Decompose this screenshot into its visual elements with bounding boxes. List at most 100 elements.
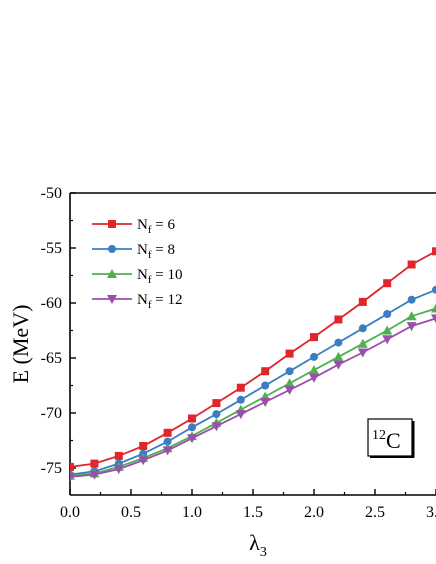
legend-label-base: N (137, 267, 148, 283)
series-0-point (285, 349, 294, 358)
ticks-layer: 0.0 0.5 1.0 1.5 2.0 2.5 3.0 -75 -70 -65 -60 -55 -50 (41, 185, 436, 521)
legend-marker-0 (108, 220, 116, 228)
series-line-2 (70, 307, 436, 477)
series-0-point (358, 297, 367, 306)
legend-marker-1 (108, 245, 116, 253)
series-0-point (310, 333, 318, 342)
x-tick-label: 2.5 (365, 504, 385, 521)
series-0-point (407, 260, 416, 269)
x-axis-title-sub: 3 (260, 545, 267, 560)
series-0-point (70, 462, 74, 471)
series-1-point (261, 381, 270, 390)
y-tick-label: -65 (41, 350, 62, 367)
series-3-point (113, 465, 124, 475)
x-tick-label: 3.0 (426, 504, 436, 521)
series-1-point (236, 395, 245, 404)
series-0-point (261, 367, 270, 376)
series-1-point (310, 352, 318, 361)
series-3-point (89, 470, 100, 480)
series-2-point (406, 311, 417, 321)
x-tick-label: 0.5 (121, 504, 141, 521)
x-axis-title: λ3 (249, 530, 267, 560)
annotation-main: C (386, 428, 401, 453)
x-axis-title-base: λ (249, 530, 260, 555)
series-0-point (334, 315, 343, 324)
series-0-point (432, 247, 436, 256)
series-3-point (309, 373, 319, 383)
y-tick-label: -55 (41, 240, 62, 257)
y-tick-label: -70 (41, 405, 62, 422)
legend-label-sub: f (148, 274, 152, 286)
x-tick-label: 1.0 (182, 504, 202, 521)
series-3-point (382, 335, 393, 345)
series-0-point (236, 383, 245, 392)
legend-label-2: Nf = 10 (137, 267, 182, 286)
series-1-point (383, 310, 392, 318)
series-0-point (90, 459, 99, 468)
series-3-point (357, 348, 368, 358)
legend-label-rest: = 10 (152, 267, 183, 283)
legend-label-base: N (137, 292, 148, 308)
series-3-point (235, 410, 246, 420)
series-3-point (333, 360, 344, 370)
legend-label-1: Nf = 8 (137, 242, 175, 261)
series-2-point (382, 325, 393, 335)
legend-label-rest: = 8 (152, 242, 175, 258)
x-tick-label: 0.0 (60, 504, 80, 521)
series-1-point (212, 410, 221, 419)
series-0-point (188, 414, 196, 423)
legend-label-3: Nf = 12 (137, 292, 182, 311)
series-2-point (333, 351, 344, 361)
series-2-point (284, 378, 295, 388)
series-1-point (432, 285, 436, 294)
legend-label-sub: f (148, 224, 152, 236)
series-1-point (334, 338, 343, 347)
series-line-0 (70, 250, 436, 468)
legend-marker-2 (107, 269, 117, 278)
series-1-point (285, 367, 294, 376)
series-2-point (309, 365, 319, 375)
x-tick-label: 1.5 (243, 504, 263, 521)
series-3-point (187, 434, 197, 444)
annotation-box (367, 418, 413, 457)
legend-label-0: Nf = 6 (137, 217, 175, 236)
series-3-point (70, 472, 75, 482)
series-0-point (114, 451, 123, 460)
series-1-point (188, 423, 196, 432)
series-3-point (284, 385, 295, 395)
x-tick-label: 2.0 (304, 504, 324, 521)
legend-label-rest: = 6 (152, 217, 176, 233)
series-line-1 (70, 288, 436, 476)
series-line-3 (70, 317, 436, 478)
series-layer (70, 247, 436, 482)
annotation-text: 12C (372, 428, 401, 453)
y-axis-title: E (MeV) (8, 305, 33, 384)
y-tick-label: -75 (41, 460, 62, 477)
y-tick-label: -50 (41, 185, 62, 202)
y-tick-label: -60 (41, 295, 62, 312)
series-0-point (139, 442, 148, 450)
series-0-point (383, 279, 392, 288)
series-3-point (162, 446, 173, 456)
series-3-point (260, 398, 271, 407)
series-1-point (407, 295, 416, 304)
series-3-point (138, 456, 149, 466)
series-0-point (163, 428, 172, 437)
series-3-point (431, 314, 436, 324)
legend-label-sub: f (148, 249, 152, 261)
legend-marker-3 (107, 295, 117, 304)
annotation-sup: 12 (372, 428, 386, 443)
legend-label-rest: = 12 (152, 292, 183, 308)
series-2-point (431, 303, 436, 313)
isotope-annotation: 12C (367, 418, 415, 458)
series-3-point (406, 322, 417, 332)
series-1-point (163, 437, 172, 446)
series-3-point (211, 422, 222, 432)
series-0-point (212, 399, 221, 408)
legend-label-sub: f (148, 299, 152, 311)
legend-label-base: N (137, 242, 148, 258)
series-1-point (358, 324, 367, 333)
series-2-point (357, 338, 368, 348)
